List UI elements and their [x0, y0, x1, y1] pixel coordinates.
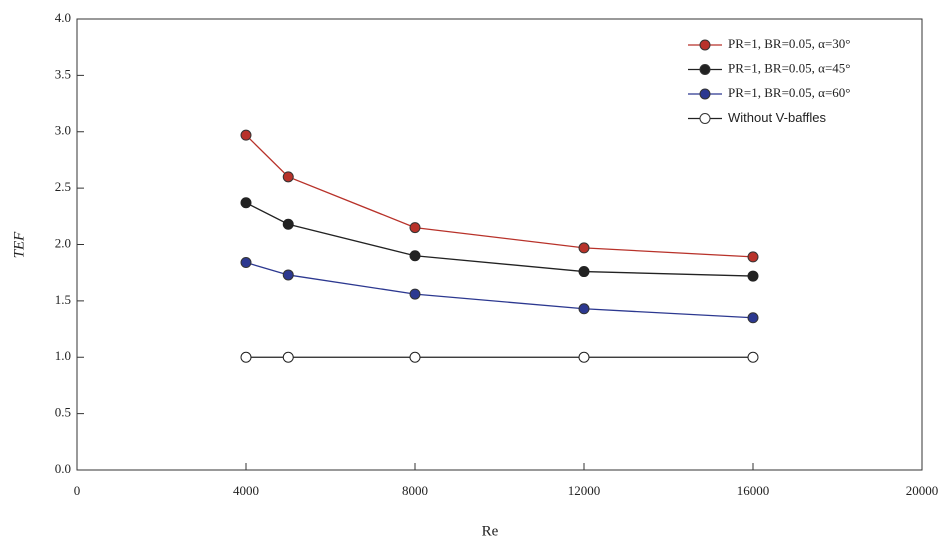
data-point — [240, 197, 252, 209]
y-tick-label: 3.0 — [55, 123, 71, 138]
data-point — [240, 129, 252, 141]
legend-marker — [699, 64, 711, 75]
series-line — [245, 261, 754, 319]
data-point — [409, 288, 421, 300]
legend-label: PR=1, BR=0.05, α=45° — [728, 60, 851, 75]
y-tick-label: 4.0 — [55, 10, 71, 25]
x-tick-label: 20000 — [906, 483, 939, 498]
data-point — [282, 218, 294, 230]
series-line — [245, 134, 754, 258]
legend-label: PR=1, BR=0.05, α=30° — [728, 36, 851, 51]
y-tick-label: 0.0 — [55, 461, 71, 476]
data-point — [747, 312, 759, 324]
data-point — [747, 351, 759, 363]
data-point — [409, 222, 421, 234]
data-point — [282, 269, 294, 281]
data-point — [409, 250, 421, 262]
y-tick-label: 1.5 — [55, 292, 71, 307]
y-tick-label: 2.0 — [55, 235, 71, 250]
series-line — [245, 202, 754, 277]
legend-label: PR=1, BR=0.05, α=60° — [728, 85, 851, 100]
data-point — [578, 303, 590, 315]
data-point — [282, 351, 294, 363]
data-point — [240, 257, 252, 269]
legend-marker — [699, 113, 711, 124]
y-tick-label: 3.5 — [55, 66, 71, 81]
x-tick-label: 8000 — [402, 483, 428, 498]
y-tick-label: 1.0 — [55, 348, 71, 363]
data-point — [578, 351, 590, 363]
x-tick-label: 4000 — [233, 483, 259, 498]
data-point — [747, 251, 759, 263]
y-tick-label: 0.5 — [55, 405, 71, 420]
data-point — [409, 351, 421, 363]
data-point — [747, 270, 759, 282]
x-axis-label: Re — [482, 523, 499, 539]
legend-label: Without V-baffles — [728, 110, 827, 125]
data-point — [240, 351, 252, 363]
data-point — [578, 266, 590, 278]
y-axis-label: TEF — [11, 231, 27, 259]
data-point — [578, 242, 590, 254]
x-tick-label: 0 — [74, 483, 81, 498]
data-point — [282, 171, 294, 183]
x-tick-label: 12000 — [568, 483, 601, 498]
legend-marker — [699, 88, 711, 100]
legend-marker — [699, 39, 711, 51]
x-tick-label: 16000 — [737, 483, 770, 498]
y-tick-label: 2.5 — [55, 179, 71, 194]
